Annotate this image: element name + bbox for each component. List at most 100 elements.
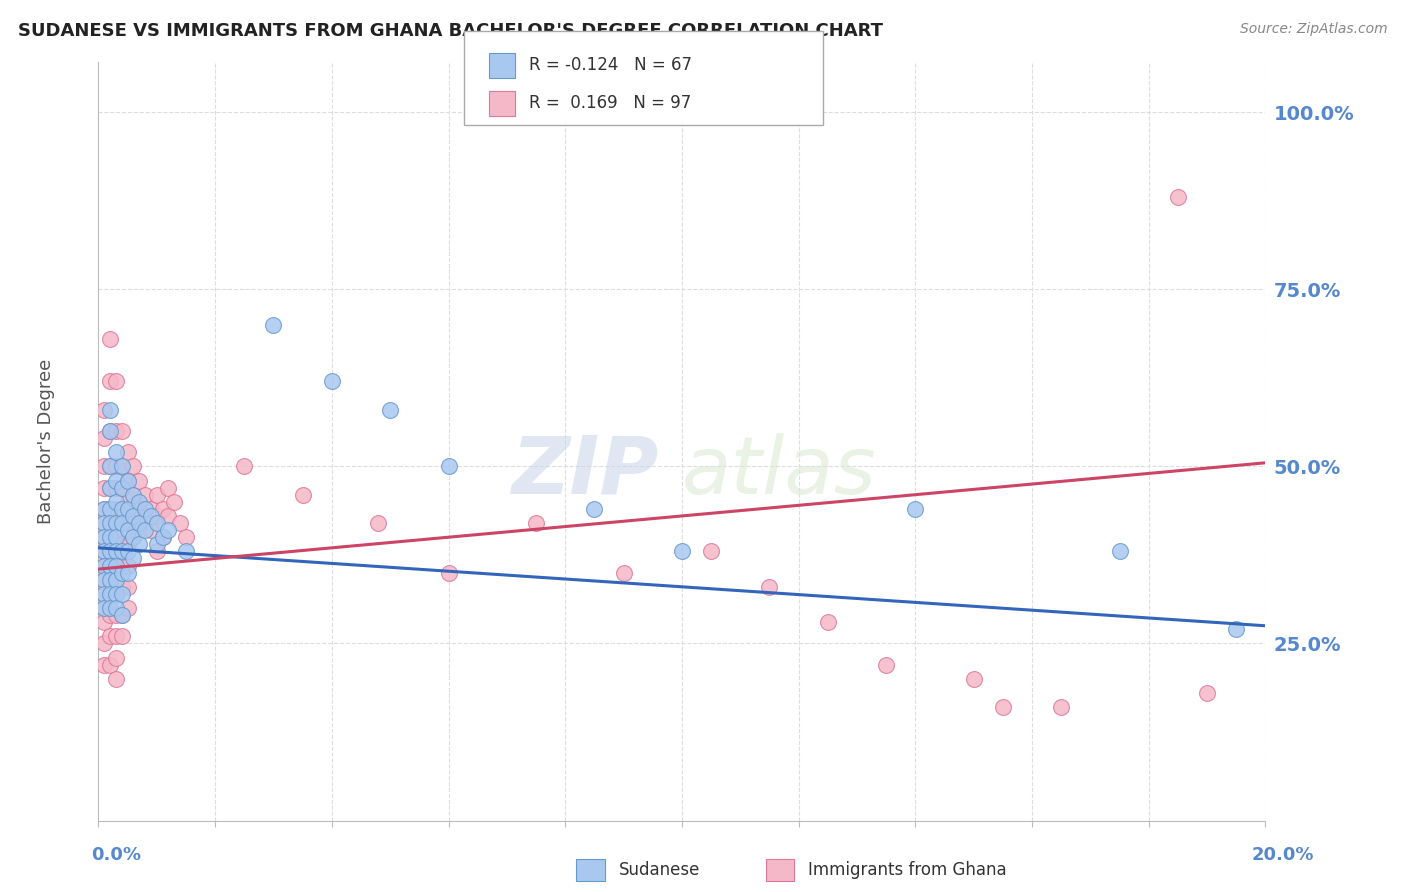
Point [134,488,156,502]
Point [139,508,162,523]
Point [98,332,121,346]
Point [157,523,180,537]
Text: Immigrants from Ghana: Immigrants from Ghana [808,861,1007,879]
Point [128,516,150,530]
Point [104,474,127,488]
Point [128,495,150,509]
Point [98,558,121,573]
Point [163,495,186,509]
Point [111,558,134,573]
Point [104,601,127,615]
Point [904,501,927,516]
Point [98,657,121,672]
Point [98,544,121,558]
Point [98,424,121,438]
Point [117,558,139,573]
Point [117,495,139,509]
Point [583,501,606,516]
Point [152,530,174,544]
Point [111,501,134,516]
Point [122,488,145,502]
Point [104,544,127,558]
Point [93,544,115,558]
Point [122,530,145,544]
Point [122,488,145,502]
Point [700,544,723,558]
Point [98,374,121,388]
Point [93,402,115,417]
Point [104,573,127,587]
Point [139,523,162,537]
Point [104,530,127,544]
Point [98,530,121,544]
Point [104,374,127,388]
Point [93,544,115,558]
Point [98,573,121,587]
Point [93,573,115,587]
Point [128,523,150,537]
Point [104,587,127,601]
Text: Sudanese: Sudanese [619,861,700,879]
Point [321,374,343,388]
Point [111,516,134,530]
Point [111,459,134,474]
Point [98,587,121,601]
Point [104,530,127,544]
Point [758,580,780,594]
Point [111,481,134,495]
Point [98,516,121,530]
Point [93,530,115,544]
Point [1225,623,1247,637]
Point [111,516,134,530]
Point [104,516,127,530]
Point [122,508,145,523]
Point [111,501,134,516]
Point [98,481,121,495]
Text: 0.0%: 0.0% [91,846,142,863]
Point [98,608,121,623]
Point [98,558,121,573]
Point [1050,700,1073,714]
Point [111,629,134,643]
Point [152,501,174,516]
Point [817,615,839,630]
Point [111,608,134,623]
Point [93,657,115,672]
Point [157,481,180,495]
Text: 20.0%: 20.0% [1253,846,1315,863]
Point [111,580,134,594]
Text: SUDANESE VS IMMIGRANTS FROM GHANA BACHELOR'S DEGREE CORRELATION CHART: SUDANESE VS IMMIGRANTS FROM GHANA BACHEL… [18,22,883,40]
Point [104,481,127,495]
Point [104,516,127,530]
Point [104,495,127,509]
Point [437,459,460,474]
Point [117,580,139,594]
Point [98,544,121,558]
Point [104,544,127,558]
Point [111,566,134,580]
Point [117,474,139,488]
Point [98,629,121,643]
Point [93,601,115,615]
Text: R = -0.124   N = 67: R = -0.124 N = 67 [529,56,692,74]
Text: atlas: atlas [682,433,877,511]
Point [122,459,145,474]
Point [157,508,180,523]
Point [104,566,127,580]
Point [98,601,121,615]
Point [1108,544,1130,558]
Point [93,558,115,573]
Point [117,516,139,530]
Point [93,587,115,601]
Point [146,544,169,558]
Point [98,501,121,516]
Point [98,587,121,601]
Point [93,615,115,630]
Point [134,501,156,516]
Point [111,537,134,551]
Point [111,608,134,623]
Point [93,501,115,516]
Point [262,318,284,332]
Point [117,566,139,580]
Point [93,431,115,445]
